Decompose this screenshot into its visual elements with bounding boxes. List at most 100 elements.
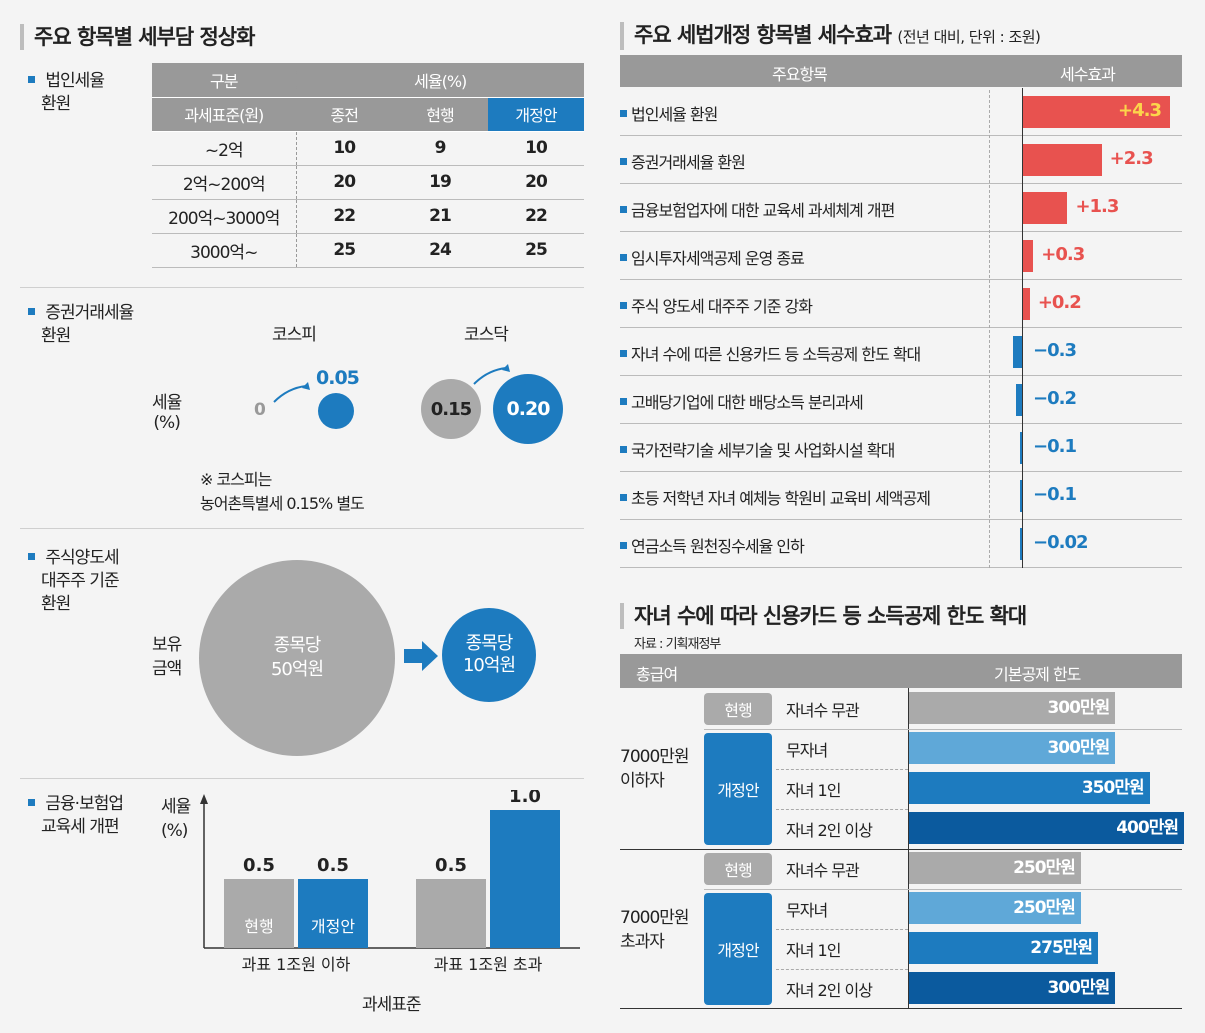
cell-new: 10 (488, 131, 584, 166)
effect-bar (1023, 288, 1030, 320)
effect-item-label: 주식 양도세 대주주 기준 강화 (620, 293, 813, 317)
kospi-new-circle (318, 393, 354, 429)
tag-new: 개정안 (704, 893, 772, 1005)
cell-current: 21 (392, 199, 488, 234)
effect-row: 법인세율 환원 +4.3 (620, 88, 1182, 136)
table-row: 2억~200억 20 19 20 (152, 165, 584, 200)
group2-label: 7000만원 초과자 (620, 908, 690, 952)
effect-item-label: 연금소득 원천징수세율 인하 (620, 533, 805, 557)
limit-row-label: 자녀 2인 이상 (786, 821, 873, 840)
limit-row-label: 자녀수 무관 (786, 701, 860, 720)
table-row: 3000억~ 25 24 25 (152, 233, 584, 268)
effect-row: 주식 양도세 대주주 기준 강화 +0.2 (620, 280, 1182, 328)
group1-label: 7000만원 이하자 (620, 747, 690, 791)
tag-current: 현행 (704, 693, 772, 725)
limit-row-label: 무자녀 (786, 901, 828, 920)
effect-row: 금융보험업자에 대한 교육세 과세체계 개편 +1.3 (620, 184, 1182, 232)
cell-before: 22 (296, 199, 392, 234)
effect-item-label: 국가전략기술 세부기술 및 사업화시설 확대 (620, 437, 895, 461)
cell-current: 9 (392, 131, 488, 166)
kospi-arrow-icon (273, 382, 310, 403)
cell-current: 24 (392, 233, 488, 268)
effect-value-label: +4.3 (1118, 100, 1162, 121)
effect-value-label: +0.2 (1037, 292, 1082, 313)
effect-item-label: 고배당기업에 대한 배당소득 분리과세 (620, 389, 864, 413)
effect-value-label: +2.3 (1109, 148, 1154, 169)
bottom-title: 자녀 수에 따라 신용카드 등 소득공제 한도 확대 (620, 603, 1027, 629)
bar-series-label: 개정안 (311, 917, 355, 936)
effect-row: 연금소득 원천징수세율 인하 −0.02 (620, 520, 1182, 568)
effect-value-label: −0.1 (1033, 484, 1077, 505)
limit-row-label: 무자녀 (786, 741, 828, 760)
effect-item-label: 임시투자세액공제 운영 종료 (620, 245, 805, 269)
corp-tax-table: 구분 세율(%) 과세표준(원) 종전 현행 개정안 ~2억 10 9 10 2억~20… (152, 63, 584, 268)
kospi-note: ※ 코스피는 농어촌특별세 0.15% 별도 (200, 470, 365, 513)
kosdaq-label: 코스닥 (464, 325, 509, 345)
effect-bar (1016, 384, 1023, 416)
cell-base: 2억~200억 (152, 165, 297, 200)
cell-base: 200억~3000억 (152, 199, 297, 234)
effect-bar (1023, 192, 1068, 224)
bar-value-label: 0.5 (435, 855, 467, 876)
limit-row-label: 자녀 2인 이상 (786, 981, 873, 1000)
limit-row-label: 자녀수 무관 (786, 861, 860, 880)
kospi-to-label: 0.05 (316, 367, 360, 389)
effect-value-label: +0.3 (1041, 244, 1085, 265)
left-title: 주요 항목별 세부담 정상화 (20, 24, 255, 50)
effect-row: 자녀 수에 따른 신용카드 등 소득공제 한도 확대 −0.3 (620, 328, 1182, 376)
kospi-from: 0 (254, 400, 266, 420)
cell-new: 25 (488, 233, 584, 268)
effect-value-label: −0.02 (1033, 532, 1088, 553)
effect-item-label: 금융보험업자에 대한 교육세 과세체계 개편 (620, 197, 895, 221)
effect-item-label: 증권거래세율 환원 (620, 149, 746, 173)
limit-bar: 275만원 (909, 932, 1099, 964)
table-row: ~2억 10 9 10 (152, 131, 584, 166)
effect-bar (1012, 336, 1023, 368)
tag-current: 현행 (704, 853, 772, 885)
bar-value-label: 0.5 (317, 855, 349, 876)
cell-before: 20 (296, 165, 392, 200)
kosdaq-arrow-icon (473, 364, 510, 385)
bar-new (490, 810, 560, 948)
bar-value-label: 1.0 (509, 790, 541, 807)
effect-header: 주요항목 세수효과 (620, 55, 1182, 87)
limit-bar: 300만원 (909, 692, 1116, 724)
limit-bar: 300만원 (909, 972, 1116, 1004)
cell-base: 3000억~ (152, 233, 297, 268)
bar-new (298, 879, 368, 948)
cell-current: 19 (392, 165, 488, 200)
effect-value-label: +1.3 (1075, 196, 1119, 217)
cell-new: 22 (488, 199, 584, 234)
right-arrow-icon (404, 641, 438, 671)
bar-value-label: 0.5 (243, 855, 275, 876)
source: 자료 : 기획재정부 (634, 637, 721, 652)
limit-row-label: 자녀 1인 (786, 781, 841, 800)
effect-bar (1020, 528, 1023, 560)
kosdaq-from-circle: 0.15 (421, 379, 481, 439)
kospi-label: 코스피 (272, 325, 317, 345)
effect-row: 초등 저학년 자녀 예체능 학원비 교육비 세액공제 −0.1 (620, 472, 1182, 520)
header-rate: 세율(%) (296, 63, 584, 98)
limit-bar: 350만원 (909, 772, 1150, 804)
hold-label: 보유 금액 (152, 635, 182, 679)
limit-bar: 300만원 (909, 732, 1116, 764)
bar-current (416, 879, 486, 948)
col-new: 개정안 (488, 97, 584, 132)
fin-ylabel: 세율 (%) (161, 797, 191, 841)
effect-item-label: 초등 저학년 자녀 예체능 학원비 교육비 세액공제 (620, 485, 931, 509)
table-row: 200억~3000억 22 21 22 (152, 199, 584, 234)
category-label: 과표 1조원 초과 (434, 955, 543, 974)
header-group: 구분 (152, 63, 297, 98)
limit-row-label: 자녀 1인 (786, 941, 841, 960)
effect-row: 국가전략기술 세부기술 및 사업화시설 확대 −0.1 (620, 424, 1182, 472)
effect-value-label: −0.1 (1033, 436, 1077, 457)
limit-bar: 250만원 (909, 852, 1081, 884)
cell-before: 25 (296, 233, 392, 268)
col-base: 과세표준(원) (152, 97, 297, 132)
right-title: 주요 세법개정 항목별 세수효과 (전년 대비, 단위 : 조원) (620, 22, 1041, 50)
sec-tax-label: 증권거래세율 환원 (28, 302, 134, 348)
cell-new: 20 (488, 165, 584, 200)
fin-ins-label: 금융·보험업 교육세 개편 (28, 793, 124, 839)
effect-bar (1023, 144, 1102, 176)
